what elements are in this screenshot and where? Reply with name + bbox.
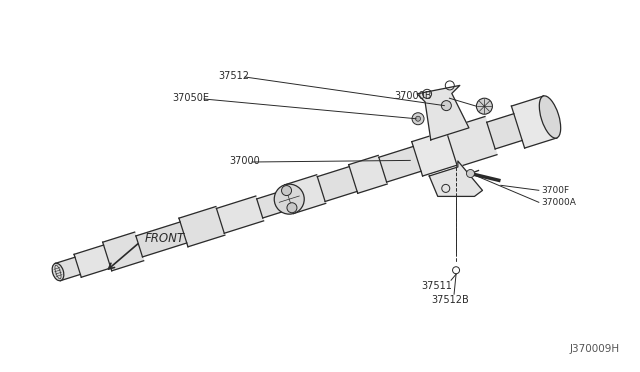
Polygon shape	[379, 147, 421, 182]
Circle shape	[412, 113, 424, 125]
Polygon shape	[429, 161, 483, 196]
Text: 37512B: 37512B	[431, 295, 469, 305]
Text: 37512: 37512	[218, 71, 249, 81]
Polygon shape	[285, 175, 326, 214]
Circle shape	[275, 184, 304, 214]
Circle shape	[442, 100, 451, 110]
Polygon shape	[487, 114, 522, 149]
Text: 37000: 37000	[229, 156, 260, 166]
Polygon shape	[216, 196, 264, 233]
Circle shape	[476, 98, 492, 114]
Text: 3700F: 3700F	[541, 186, 569, 195]
Text: 37511: 37511	[421, 281, 452, 291]
Text: J370009H: J370009H	[570, 344, 620, 354]
Polygon shape	[445, 116, 497, 167]
Polygon shape	[55, 257, 81, 280]
Polygon shape	[136, 222, 187, 257]
Polygon shape	[412, 131, 457, 176]
Polygon shape	[349, 155, 387, 193]
Polygon shape	[257, 190, 292, 218]
Circle shape	[287, 203, 297, 213]
Ellipse shape	[52, 263, 64, 281]
Circle shape	[467, 170, 474, 177]
Ellipse shape	[540, 96, 561, 138]
Polygon shape	[74, 245, 111, 277]
Text: 37000A: 37000A	[541, 198, 576, 207]
Polygon shape	[179, 206, 225, 247]
Text: FRONT: FRONT	[145, 231, 185, 244]
Polygon shape	[102, 232, 144, 271]
Text: 37050E: 37050E	[172, 93, 209, 103]
Polygon shape	[317, 167, 357, 202]
Text: 37000B: 37000B	[394, 91, 432, 101]
Polygon shape	[511, 96, 557, 148]
Circle shape	[415, 116, 420, 121]
Circle shape	[282, 186, 292, 196]
Polygon shape	[417, 86, 469, 140]
